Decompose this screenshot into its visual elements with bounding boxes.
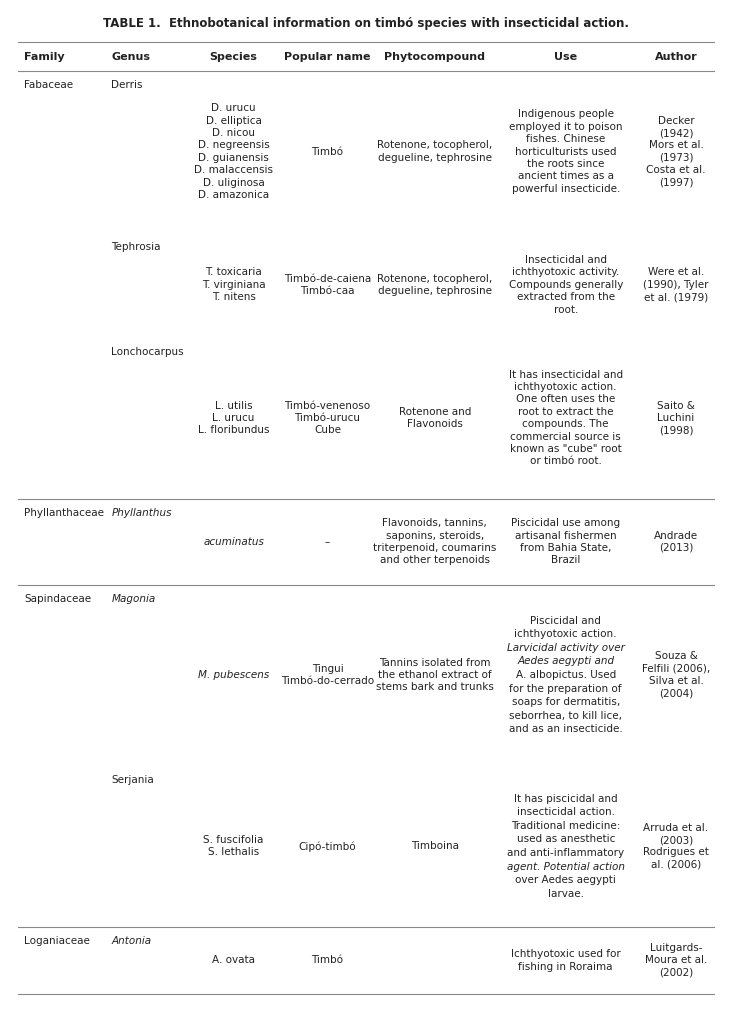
Text: over Aedes aegypti: over Aedes aegypti (515, 876, 616, 885)
Text: Timboina: Timboina (411, 841, 459, 851)
Text: Saito &
Luchini
(1998): Saito & Luchini (1998) (657, 400, 695, 436)
Text: Tephrosia: Tephrosia (111, 242, 161, 252)
Text: Serjania: Serjania (111, 774, 154, 785)
Text: T. toxicaria
T. virginiana
T. nitens: T. toxicaria T. virginiana T. nitens (202, 268, 266, 302)
Text: Luitgards-
Moura et al.
(2002): Luitgards- Moura et al. (2002) (645, 943, 707, 978)
Text: Rotenone, tocopherol,
degueline, tephrosine: Rotenone, tocopherol, degueline, tephros… (377, 274, 493, 296)
Text: used as anesthetic: used as anesthetic (517, 834, 615, 844)
Text: TABLE 1.  Ethnobotanical information on timbó species with insecticidal action.: TABLE 1. Ethnobotanical information on t… (103, 17, 629, 30)
Text: It has insecticidal and
ichthyotoxic action.
One often uses the
root to extract : It has insecticidal and ichthyotoxic act… (509, 370, 623, 466)
Text: insecticidal action.: insecticidal action. (517, 808, 615, 818)
Text: Sapindaceae: Sapindaceae (24, 594, 92, 604)
Text: acuminatus: acuminatus (203, 537, 264, 547)
Text: and as an insecticide.: and as an insecticide. (509, 724, 623, 734)
Text: larvae.: larvae. (548, 889, 583, 899)
Text: Rotenone and
Flavonoids: Rotenone and Flavonoids (399, 406, 471, 430)
Text: Aedes aegypti and: Aedes aegypti and (518, 656, 614, 666)
Text: Piscicidal and: Piscicidal and (530, 616, 601, 626)
Text: Phytocompound: Phytocompound (384, 52, 485, 62)
Text: Genus: Genus (111, 52, 151, 62)
Text: Timbó: Timbó (312, 147, 343, 157)
Text: ichthyotoxic action.: ichthyotoxic action. (515, 630, 617, 639)
Text: A. albopictus. Used: A. albopictus. Used (515, 670, 616, 680)
Text: Lonchocarpus: Lonchocarpus (111, 347, 184, 357)
Text: for the preparation of: for the preparation of (509, 683, 622, 694)
Text: Decker
(1942)
Mors et al.
(1973)
Costa et al.
(1997): Decker (1942) Mors et al. (1973) Costa e… (646, 115, 706, 188)
Text: Insecticidal and
ichthyotoxic activity.
Compounds generally
extracted from the
r: Insecticidal and ichthyotoxic activity. … (509, 255, 623, 314)
Text: Souza &
Felfili (2006),
Silva et al.
(2004): Souza & Felfili (2006), Silva et al. (20… (642, 651, 710, 699)
Text: Flavonoids, tannins,
saponins, steroids,
triterpenoid, coumarins
and other terpe: Flavonoids, tannins, saponins, steroids,… (373, 519, 496, 565)
Text: Magonia: Magonia (111, 594, 156, 604)
Text: Piscicidal use among
artisanal fishermen
from Bahia State,
Brazil: Piscicidal use among artisanal fishermen… (511, 519, 620, 565)
Text: Timbó-venenoso
Timbó-urucu
Cube: Timbó-venenoso Timbó-urucu Cube (285, 400, 370, 436)
Text: Derris: Derris (111, 80, 143, 90)
Text: Larvicidal activity over: Larvicidal activity over (507, 643, 624, 653)
Text: Timbó-de-caiena
Timbó-caa: Timbó-de-caiena Timbó-caa (284, 274, 371, 296)
Text: A. ovata: A. ovata (212, 955, 255, 966)
Text: It has piscicidal and: It has piscicidal and (514, 794, 618, 804)
Text: seborrhea, to kill lice,: seborrhea, to kill lice, (509, 711, 622, 721)
Text: Were et al.
(1990), Tyler
et al. (1979): Were et al. (1990), Tyler et al. (1979) (643, 268, 709, 302)
Text: Arruda et al.
(2003)
Rodrigues et
al. (2006): Arruda et al. (2003) Rodrigues et al. (2… (643, 823, 709, 869)
Text: Traditional medicine:: Traditional medicine: (511, 821, 621, 831)
Text: M. pubescens: M. pubescens (198, 670, 269, 680)
Text: Phyllanthaceae: Phyllanthaceae (24, 509, 104, 519)
Text: Tingui
Timbó-do-cerrado: Tingui Timbó-do-cerrado (281, 664, 374, 686)
Text: Andrade
(2013): Andrade (2013) (654, 531, 698, 553)
Text: Ichthyotoxic used for
fishing in Roraima: Ichthyotoxic used for fishing in Roraima (511, 949, 621, 972)
Text: Rotenone, tocopherol,
degueline, tephrosine: Rotenone, tocopherol, degueline, tephros… (377, 141, 493, 163)
Text: Cipó-timbó: Cipó-timbó (299, 841, 356, 851)
Text: Use: Use (554, 52, 578, 62)
Text: –: – (325, 537, 330, 547)
Text: Phyllanthus: Phyllanthus (111, 509, 172, 519)
Text: Loganiaceae: Loganiaceae (24, 936, 90, 946)
Text: Antonia: Antonia (111, 936, 152, 946)
Text: L. utilis
L. urucu
L. floribundus: L. utilis L. urucu L. floribundus (198, 400, 269, 436)
Text: Species: Species (209, 52, 258, 62)
Text: Timbó: Timbó (312, 955, 343, 966)
Text: Author: Author (654, 52, 698, 62)
Text: S. fuscifolia
S. lethalis: S. fuscifolia S. lethalis (203, 835, 264, 857)
Text: agent. Potential action: agent. Potential action (507, 861, 624, 871)
Text: D. urucu
D. elliptica
D. nicou
D. negreensis
D. guianensis
D. malaccensis
D. uli: D. urucu D. elliptica D. nicou D. negree… (194, 103, 273, 200)
Text: Tannins isolated from
the ethanol extract of
stems bark and trunks: Tannins isolated from the ethanol extrac… (376, 657, 494, 693)
Text: soaps for dermatitis,: soaps for dermatitis, (512, 698, 620, 707)
Text: Fabaceae: Fabaceae (24, 80, 73, 90)
Text: and anti-inflammatory: and anti-inflammatory (507, 848, 624, 858)
Text: Indigenous people
employed it to poison
fishes. Chinese
horticulturists used
the: Indigenous people employed it to poison … (509, 109, 622, 194)
Text: Family: Family (24, 52, 64, 62)
Text: Popular name: Popular name (284, 52, 371, 62)
